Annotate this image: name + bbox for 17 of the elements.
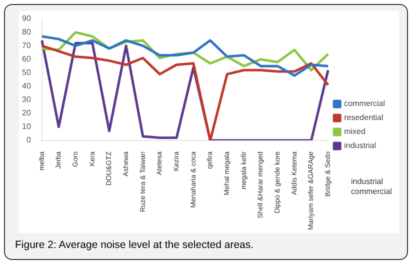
y-tick-label: 90 bbox=[22, 14, 32, 24]
caption: Figure 2: Average noise level at the selected areas. bbox=[14, 238, 255, 253]
legend-label: mixed bbox=[344, 127, 366, 136]
y-tick-label: 0 bbox=[26, 136, 32, 145]
y-tick-label: 80 bbox=[22, 28, 32, 37]
y-tick-label: 30 bbox=[22, 95, 32, 104]
legend-label: resedential bbox=[344, 113, 384, 122]
text: commercial bbox=[351, 187, 392, 197]
y-tick-label: 10 bbox=[22, 122, 32, 132]
legend-label: commercial bbox=[344, 99, 386, 108]
y-tick-label: 40 bbox=[22, 82, 32, 91]
y-tick-label: 60 bbox=[22, 54, 32, 64]
text: industrial bbox=[351, 177, 384, 187]
y-tick-label: 70 bbox=[22, 41, 32, 50]
y-tick-label: 50 bbox=[22, 68, 32, 78]
y-tick-label: 20 bbox=[22, 108, 32, 118]
legend-label: industrial bbox=[344, 141, 376, 150]
